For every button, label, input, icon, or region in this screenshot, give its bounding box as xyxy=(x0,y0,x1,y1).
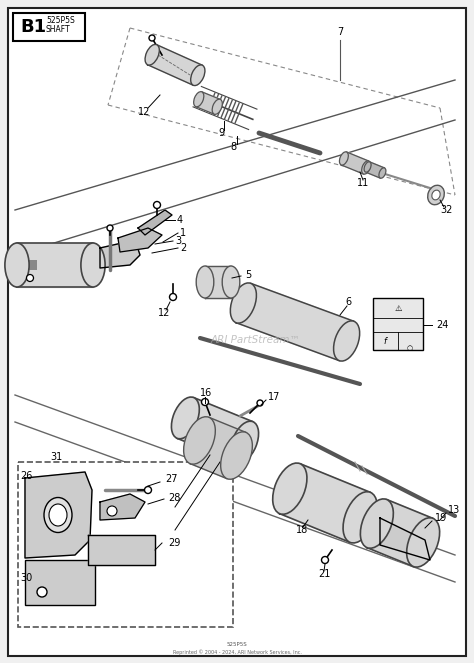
Ellipse shape xyxy=(221,432,252,479)
Ellipse shape xyxy=(172,397,200,439)
Bar xyxy=(18,462,233,627)
Text: 13: 13 xyxy=(448,505,460,515)
Polygon shape xyxy=(100,494,145,520)
Polygon shape xyxy=(205,266,231,298)
Ellipse shape xyxy=(37,587,47,597)
Ellipse shape xyxy=(362,161,371,174)
Text: 7: 7 xyxy=(337,27,343,37)
Text: 5: 5 xyxy=(245,270,251,280)
Ellipse shape xyxy=(145,44,159,65)
Text: 3: 3 xyxy=(175,236,181,246)
Ellipse shape xyxy=(149,35,155,41)
Text: ○: ○ xyxy=(407,345,413,351)
Polygon shape xyxy=(118,228,162,252)
Polygon shape xyxy=(341,152,369,174)
Polygon shape xyxy=(280,463,370,542)
Polygon shape xyxy=(190,417,246,479)
Text: Reprinted © 2004 - 2024, ARI Network Services, Inc.: Reprinted © 2004 - 2024, ARI Network Ser… xyxy=(173,649,301,655)
Bar xyxy=(13,13,85,41)
Ellipse shape xyxy=(212,99,222,115)
Text: 18: 18 xyxy=(296,525,308,535)
Polygon shape xyxy=(148,44,202,86)
Polygon shape xyxy=(365,162,384,178)
Ellipse shape xyxy=(44,497,72,532)
Text: 525P5S: 525P5S xyxy=(46,15,75,25)
Text: 11: 11 xyxy=(357,178,369,188)
Ellipse shape xyxy=(170,294,176,300)
Ellipse shape xyxy=(196,266,214,298)
Text: ARI PartStream™: ARI PartStream™ xyxy=(210,335,300,345)
Bar xyxy=(25,260,37,270)
Ellipse shape xyxy=(334,321,360,361)
Text: 26: 26 xyxy=(20,471,32,481)
Ellipse shape xyxy=(407,518,439,567)
Polygon shape xyxy=(196,91,220,114)
Polygon shape xyxy=(138,210,172,235)
Text: 12: 12 xyxy=(158,308,170,318)
Text: B1: B1 xyxy=(20,18,46,36)
Polygon shape xyxy=(177,398,253,463)
Text: ⚠: ⚠ xyxy=(394,304,402,312)
Text: 1: 1 xyxy=(180,228,186,238)
Ellipse shape xyxy=(194,91,204,107)
Ellipse shape xyxy=(5,243,29,287)
Polygon shape xyxy=(367,499,433,566)
Polygon shape xyxy=(100,240,140,268)
Text: 19: 19 xyxy=(435,513,447,523)
Text: 2: 2 xyxy=(180,243,186,253)
Ellipse shape xyxy=(201,398,209,406)
Polygon shape xyxy=(25,472,92,558)
Text: 8: 8 xyxy=(230,142,236,152)
Polygon shape xyxy=(17,243,93,287)
Text: 32: 32 xyxy=(440,205,452,215)
Text: 17: 17 xyxy=(268,392,281,402)
Text: 21: 21 xyxy=(318,569,330,579)
Ellipse shape xyxy=(360,499,393,548)
Text: 16: 16 xyxy=(200,388,212,398)
Text: f: f xyxy=(383,337,386,345)
Ellipse shape xyxy=(339,152,348,165)
Bar xyxy=(25,560,95,605)
Ellipse shape xyxy=(191,65,205,86)
Ellipse shape xyxy=(107,506,117,516)
Ellipse shape xyxy=(257,400,263,406)
Ellipse shape xyxy=(81,243,105,287)
Text: 29: 29 xyxy=(168,538,181,548)
Ellipse shape xyxy=(273,463,307,514)
Ellipse shape xyxy=(343,492,377,543)
Text: 525P5S: 525P5S xyxy=(227,642,247,646)
Text: 24: 24 xyxy=(436,320,448,330)
Polygon shape xyxy=(380,518,430,560)
Ellipse shape xyxy=(364,162,371,172)
Ellipse shape xyxy=(231,421,259,463)
Ellipse shape xyxy=(230,283,256,323)
Bar xyxy=(373,298,423,350)
Ellipse shape xyxy=(154,202,161,208)
Ellipse shape xyxy=(49,504,67,526)
Ellipse shape xyxy=(428,185,444,205)
Ellipse shape xyxy=(27,274,34,282)
Ellipse shape xyxy=(222,266,240,298)
Polygon shape xyxy=(236,283,354,361)
Text: SHAFT: SHAFT xyxy=(46,25,71,34)
Text: 12: 12 xyxy=(138,107,150,117)
Text: 28: 28 xyxy=(168,493,181,503)
Ellipse shape xyxy=(145,487,152,493)
Ellipse shape xyxy=(432,190,440,200)
Text: 30: 30 xyxy=(20,573,32,583)
Ellipse shape xyxy=(379,168,386,178)
Ellipse shape xyxy=(107,225,113,231)
Text: 6: 6 xyxy=(345,297,351,307)
Ellipse shape xyxy=(321,556,328,564)
Text: 27: 27 xyxy=(165,474,177,484)
Text: 4: 4 xyxy=(177,215,183,225)
Polygon shape xyxy=(88,535,155,565)
Text: 9: 9 xyxy=(218,128,224,138)
Text: 31: 31 xyxy=(50,452,62,462)
Ellipse shape xyxy=(183,417,215,464)
